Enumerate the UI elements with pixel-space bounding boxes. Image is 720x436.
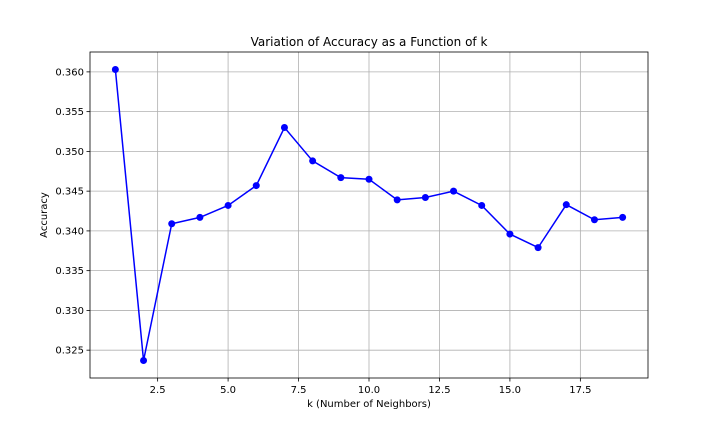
data-point (140, 357, 148, 365)
tick-layer: 2.5 5.0 7.5 10.0 12.5 15.0 17.5 0.325 0.330 0.335… (55, 67, 591, 396)
data-point (365, 175, 373, 183)
grid-layer (90, 52, 648, 378)
data-point (506, 230, 514, 238)
y-tick-label: 0.345 (55, 187, 84, 198)
data-point (309, 157, 317, 165)
data-point (252, 182, 260, 190)
y-tick-label: 0.350 (55, 147, 84, 158)
y-axis-label: Accuracy (39, 192, 50, 238)
x-tick-label: 7.5 (291, 385, 307, 396)
chart-title: Variation of Accuracy as a Function of k (251, 35, 488, 49)
data-point (534, 244, 542, 252)
data-point (393, 196, 401, 204)
x-tick-label: 10.0 (358, 385, 380, 396)
y-tick-label: 0.360 (55, 67, 84, 78)
data-point (224, 201, 232, 209)
data-point (337, 174, 345, 182)
x-tick-label: 17.5 (569, 385, 591, 396)
data-point (478, 201, 486, 209)
data-point (421, 194, 429, 202)
y-tick-label: 0.340 (55, 226, 84, 237)
data-point (280, 124, 288, 132)
x-tick-label: 5.0 (220, 385, 236, 396)
data-point (111, 65, 119, 73)
x-tick-label: 12.5 (428, 385, 450, 396)
data-point (562, 201, 570, 209)
data-point (196, 213, 204, 221)
x-tick-label: 2.5 (150, 385, 166, 396)
data-point (450, 187, 458, 195)
data-point (590, 216, 598, 224)
x-axis-label: k (Number of Neighbors) (307, 399, 431, 410)
y-tick-label: 0.335 (55, 266, 84, 277)
x-tick-label: 15.0 (499, 385, 521, 396)
data-point (168, 220, 176, 228)
y-tick-label: 0.330 (55, 306, 84, 317)
series-layer (111, 65, 627, 365)
y-tick-label: 0.325 (55, 346, 84, 357)
y-tick-label: 0.355 (55, 107, 84, 118)
data-point (619, 213, 627, 221)
